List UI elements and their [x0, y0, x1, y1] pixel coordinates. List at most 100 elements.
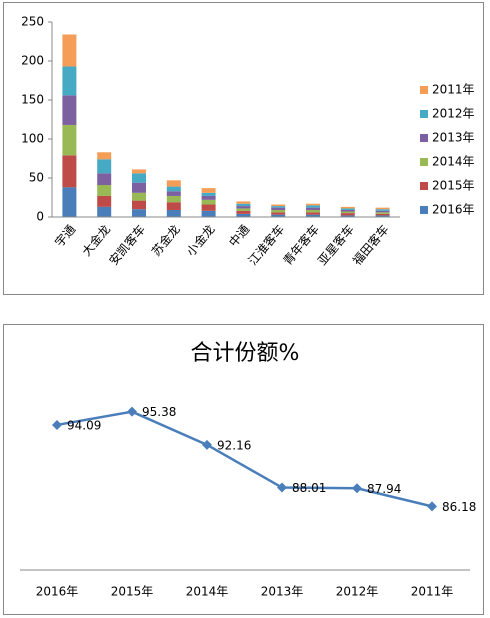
- data-label: 95.38: [142, 405, 176, 419]
- bar-segment: [236, 201, 251, 204]
- legend-label: 2013年: [432, 131, 475, 145]
- bar-segment: [201, 195, 216, 200]
- bar-segment: [340, 209, 355, 212]
- bar-segment: [375, 212, 390, 214]
- x-tick-label: 2013年: [261, 585, 304, 599]
- bar-segment: [375, 213, 390, 216]
- bar-segment: [375, 210, 390, 213]
- bar-segment: [62, 95, 77, 125]
- data-label: 86.18: [442, 500, 476, 514]
- y-tick-label: 50: [29, 171, 44, 185]
- bar-segment: [306, 214, 320, 217]
- bar-segment: [340, 213, 355, 216]
- y-tick-label: 200: [21, 54, 44, 68]
- bar-segment: [306, 212, 320, 215]
- bar-segment: [132, 200, 146, 210]
- bar-segment: [97, 185, 112, 196]
- bar-segment: [340, 211, 355, 214]
- legend-swatch: [420, 206, 428, 214]
- bar-segment: [271, 212, 286, 215]
- bar-segment: [132, 182, 146, 193]
- data-label: 92.16: [217, 438, 251, 452]
- data-label: 94.09: [67, 418, 101, 432]
- legend-swatch: [420, 86, 428, 94]
- bar-segment: [166, 195, 181, 203]
- bar-segment: [271, 204, 286, 207]
- bar-segment: [236, 203, 251, 207]
- legend-swatch: [420, 158, 428, 166]
- marker: [352, 483, 362, 494]
- data-label: 87.94: [367, 482, 401, 496]
- bar-segment: [340, 208, 355, 210]
- legend-label: 2015年: [432, 179, 475, 193]
- marker: [127, 406, 137, 417]
- bar-segment: [132, 169, 146, 174]
- bar-segment: [306, 209, 320, 213]
- bar-segment: [132, 173, 146, 183]
- legend-swatch: [420, 134, 428, 142]
- line-chart-frame: [3, 324, 484, 615]
- legend-label: 2012年: [432, 107, 475, 121]
- bar-segment: [166, 186, 181, 192]
- bar-segment: [306, 207, 320, 210]
- marker: [202, 439, 212, 450]
- marker: [52, 419, 62, 430]
- bar-segment: [97, 195, 112, 207]
- bar-segment: [166, 180, 181, 187]
- bar-segment: [97, 152, 112, 160]
- bar-segment: [201, 199, 216, 205]
- legend-label: 2014年: [432, 155, 475, 169]
- bar-segment: [201, 188, 216, 193]
- legend-swatch: [420, 110, 428, 118]
- y-tick-label: 150: [21, 93, 44, 107]
- bar-segment: [306, 203, 320, 206]
- bar-segment: [236, 206, 251, 209]
- x-tick-label: 2014年: [186, 585, 229, 599]
- bar-segment: [340, 215, 355, 217]
- bar-segment: [236, 208, 251, 211]
- marker: [427, 501, 437, 512]
- bar-segment: [306, 205, 320, 208]
- bar-segment: [271, 206, 286, 208]
- bar-segment: [201, 192, 216, 196]
- bar-segment: [132, 209, 146, 217]
- bar-segment: [97, 173, 112, 186]
- bar-segment: [236, 213, 251, 217]
- legend-label: 2011年: [432, 83, 475, 97]
- bar-segment: [375, 215, 390, 217]
- bar-segment: [271, 214, 286, 217]
- bar-segment: [62, 66, 77, 96]
- bar-segment: [201, 204, 216, 211]
- bar-segment: [271, 209, 286, 213]
- legend-swatch: [420, 182, 428, 190]
- chart-title: 合计份额%: [191, 341, 300, 366]
- bar-segment: [201, 210, 216, 217]
- x-tick-label: 2015年: [111, 585, 154, 599]
- bar-segment: [62, 155, 77, 188]
- bar-chart-frame: [3, 2, 484, 295]
- marker: [277, 482, 287, 493]
- bar-segment: [166, 209, 181, 217]
- bar-segment: [132, 192, 146, 201]
- bar-segment: [375, 207, 390, 210]
- y-tick-label: 0: [36, 210, 44, 224]
- bar-segment: [97, 206, 112, 217]
- line: [56, 410, 433, 508]
- bar-segment: [340, 206, 355, 209]
- y-tick-label: 100: [21, 132, 44, 146]
- bar-segment: [62, 34, 77, 67]
- legend-label: 2016年: [432, 203, 475, 217]
- bar-segment: [62, 187, 77, 217]
- x-tick-label: 2016年: [36, 585, 79, 599]
- data-label: 88.01: [292, 481, 326, 495]
- bar-segment: [166, 191, 181, 196]
- bar-segment: [271, 207, 286, 210]
- x-tick-label: 2011年: [411, 585, 454, 599]
- bar-segment: [62, 124, 77, 156]
- x-tick-label: 2012年: [336, 585, 379, 599]
- bar-segment: [236, 210, 251, 214]
- bar-segment: [166, 202, 181, 210]
- bar-segment: [375, 209, 390, 211]
- bar-segment: [97, 159, 112, 174]
